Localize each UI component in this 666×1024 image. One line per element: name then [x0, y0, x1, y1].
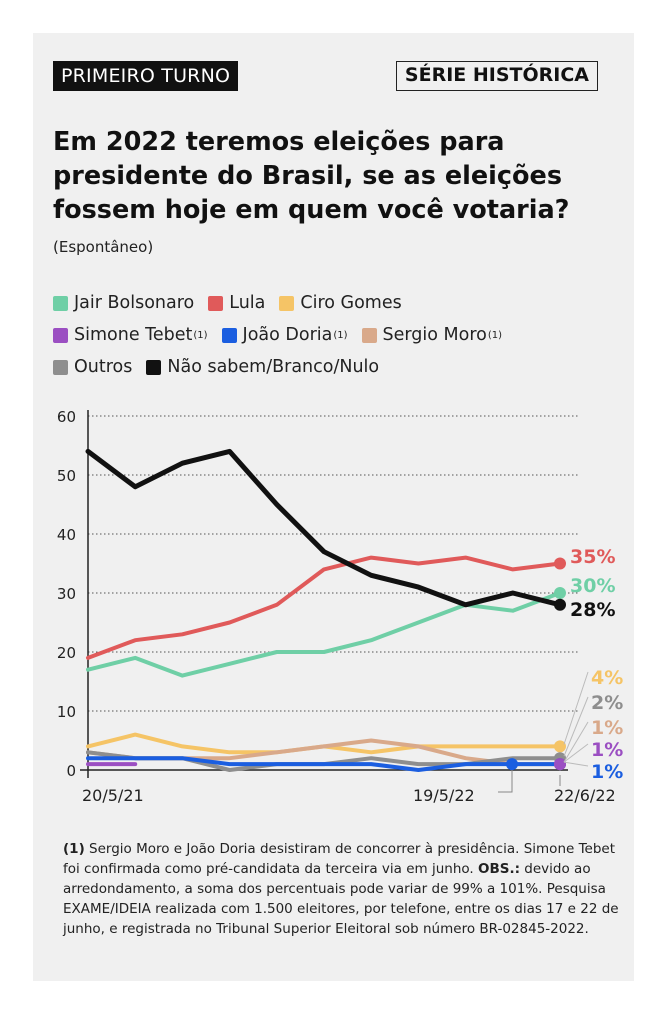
series-line [86, 750, 562, 772]
leader-line [563, 721, 589, 763]
legend-label: Lula [229, 293, 266, 313]
legend-label: Simone Tebet [74, 325, 193, 345]
legend-row: Simone Tebet (1) João Doria (1) Sergio M… [53, 319, 623, 351]
series-value-label: 30% [570, 575, 615, 597]
legend-item-moro: Sergio Moro (1) [361, 325, 503, 345]
legend-note: (1) [193, 329, 208, 341]
y-tick-label: 20 [57, 644, 76, 662]
legend-swatch [53, 295, 68, 311]
series-value-label: 4% [591, 667, 623, 689]
series-line [85, 448, 563, 608]
chart-title: Em 2022 teremos eleições para presidente… [53, 127, 570, 225]
y-tick-label: 0 [66, 762, 76, 780]
legend-swatch [146, 359, 162, 375]
legend-item-lula: Lula [208, 293, 265, 313]
series-value-label: 1% [591, 739, 623, 761]
leader-line [563, 671, 589, 745]
footnote-text: devido ao arredondamento, a soma dos per… [63, 861, 619, 937]
series-end-point [554, 587, 566, 599]
series-end-point [554, 598, 566, 611]
series-line [86, 756, 562, 772]
legend-row: Outros Não sabem/Branco/Nulo [53, 351, 623, 383]
x-tick-label: 20/5/21 [82, 786, 144, 805]
series-value-label: 35% [570, 546, 615, 568]
y-tick-label: 10 [57, 703, 76, 721]
leader-line [563, 696, 589, 757]
series-line [86, 591, 562, 678]
footnote-text: Sergio Moro e João Doria desistiram de c… [63, 841, 616, 877]
legend-swatch [279, 295, 295, 311]
series-end-point [554, 740, 566, 753]
leader-line [563, 761, 589, 767]
legend-swatch [208, 295, 224, 311]
legend-note: (1) [333, 329, 348, 341]
footnote-obs: OBS.: [477, 861, 521, 877]
first-round-tag: PRIMEIRO TURNO [53, 61, 239, 91]
y-tick-label: 50 [57, 467, 76, 485]
legend-label: Ciro Gomes [300, 293, 402, 313]
series-line [86, 732, 562, 755]
y-tick-label: 30 [57, 585, 76, 603]
series-end-point [506, 758, 518, 771]
legend-swatch [221, 327, 237, 343]
legend-label: Não sabem/Branco/Nulo [167, 357, 380, 377]
chart-subtitle: (Espontâneo) [53, 238, 154, 256]
chart-card: PRIMEIRO TURNO SÉRIE HISTÓRICA Em 2022 t… [33, 33, 634, 981]
y-tick-label: 40 [57, 526, 76, 544]
legend-item-nao-sabem: Não sabem/Branco/Nulo [146, 357, 379, 377]
legend-item-tebet: Simone Tebet (1) [53, 325, 208, 345]
series-value-label: 1% [591, 717, 623, 739]
footnote: (1) Sergio Moro e João Doria desistiram … [63, 839, 623, 939]
footnote-ref: (1) [63, 841, 85, 857]
historical-series-tag: SÉRIE HISTÓRICA [395, 61, 598, 91]
leader-line [563, 743, 589, 763]
legend-swatch [53, 327, 68, 343]
legend-label: João Doria [242, 325, 333, 345]
series-line [86, 555, 562, 660]
series-value-label: 28% [570, 599, 615, 621]
series-end-point [554, 758, 566, 771]
marker-leader [498, 770, 513, 793]
series-value-label: 2% [591, 692, 623, 714]
legend-swatch [361, 327, 377, 343]
legend-note: (1) [487, 329, 503, 341]
legend-row: Jair Bolsonaro Lula Ciro Gomes [53, 287, 623, 319]
legend-label: Sergio Moro [382, 325, 487, 345]
legend-item-ciro: Ciro Gomes [279, 293, 402, 313]
legend-item-bolsonaro: Jair Bolsonaro [53, 293, 194, 313]
x-tick-label: 22/6/22 [554, 786, 616, 805]
series-value-label: 1% [591, 761, 623, 783]
legend-item-outros: Outros [53, 357, 132, 377]
y-tick-label: 60 [57, 408, 76, 426]
legend-item-doria: João Doria (1) [221, 325, 348, 345]
legend-label: Outros [74, 357, 133, 377]
legend: Jair Bolsonaro Lula Ciro Gomes Simone Te… [53, 287, 623, 383]
legend-label: Jair Bolsonaro [74, 293, 195, 313]
x-tick-label: 19/5/22 [413, 786, 475, 805]
series-end-point [554, 557, 566, 570]
legend-swatch [53, 359, 68, 375]
